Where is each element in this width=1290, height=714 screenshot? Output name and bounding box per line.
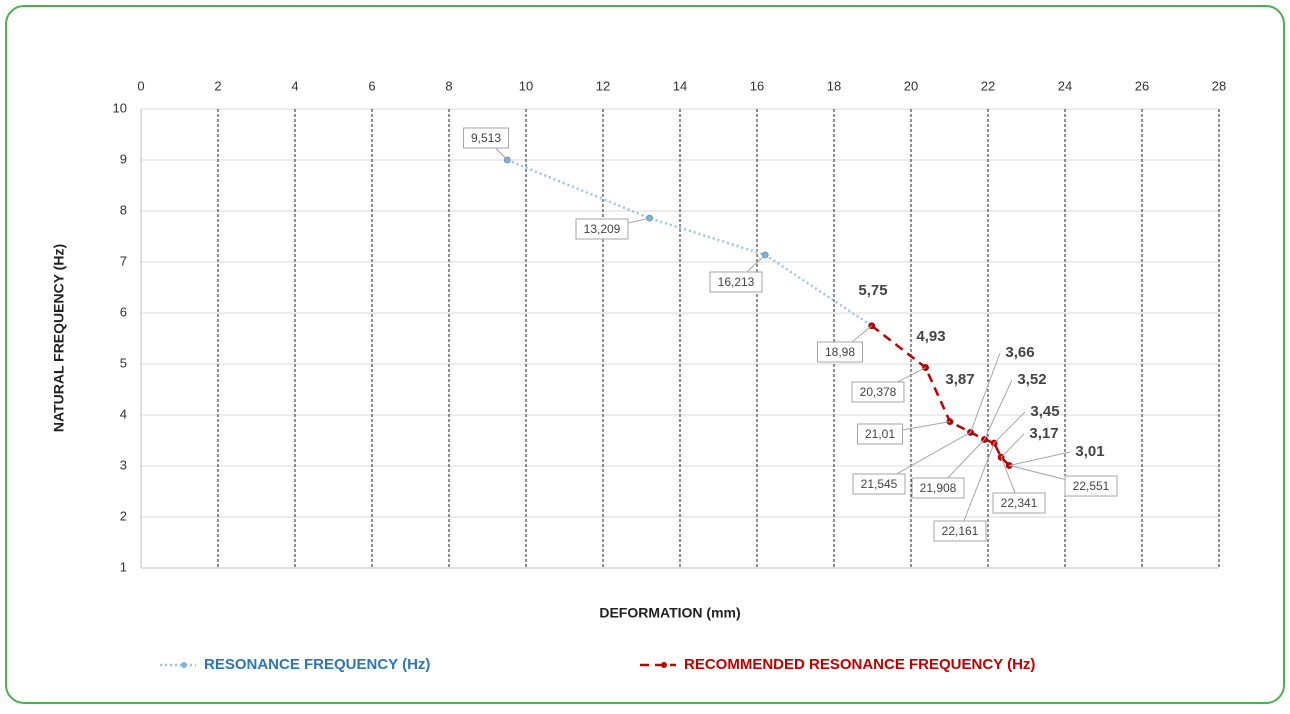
legend-marker	[661, 662, 667, 668]
label-box	[463, 127, 509, 149]
frame	[5, 5, 1285, 704]
x-data-label: 18,98	[825, 345, 855, 359]
label-box	[857, 423, 903, 445]
x-data-label: 22,341	[1001, 496, 1038, 510]
leader-line	[1009, 451, 1071, 466]
legend-marker	[181, 662, 187, 668]
x-tick-label: 6	[368, 78, 375, 93]
leader-line	[993, 411, 1026, 444]
y-tick-label: 9	[120, 151, 127, 166]
x-data-label: 21,01	[865, 427, 895, 441]
x-tick-label: 2	[214, 78, 221, 93]
x-data-label: 16,213	[718, 275, 755, 289]
data-label: 3,52	[1017, 371, 1046, 388]
legend-label: RECOMMENDED RESONANCE FREQUENCY (Hz)	[684, 656, 1035, 673]
y-tick-label: 6	[120, 304, 127, 319]
x-tick-label: 14	[673, 78, 687, 93]
leader-line	[984, 379, 1013, 440]
x-data-label: 21,545	[861, 477, 898, 491]
x-data-label: 22,551	[1073, 479, 1110, 493]
data-label: 3,01	[1075, 443, 1104, 460]
x-tick-label: 0	[137, 78, 144, 93]
data-label: 3,87	[945, 371, 974, 388]
x-data-label: 13,209	[584, 222, 621, 236]
label-box	[852, 473, 906, 495]
y-tick-label: 4	[120, 406, 127, 421]
x-tick-label: 12	[596, 78, 610, 93]
y-tick-label: 5	[120, 355, 127, 370]
label-box	[992, 492, 1046, 514]
data-label: 3,66	[1005, 344, 1034, 361]
x-tick-label: 26	[1135, 78, 1149, 93]
label-box	[709, 271, 763, 293]
y-tick-label: 2	[120, 508, 127, 523]
series-line	[870, 324, 1011, 467]
x-tick-label: 4	[291, 78, 298, 93]
y-axis-title: NATURAL FREQUENCY (Hz)	[51, 244, 67, 432]
x-tick-label: 24	[1058, 78, 1072, 93]
x-tick-label: 28	[1212, 78, 1226, 93]
data-label: 3,45	[1030, 403, 1059, 420]
y-tick-label: 8	[120, 202, 127, 217]
label-box	[575, 218, 629, 240]
x-tick-label: 20	[904, 78, 918, 93]
x-data-label: 20,378	[860, 385, 897, 399]
x-tick-label: 8	[445, 78, 452, 93]
label-box	[911, 477, 965, 499]
x-tick-label: 18	[827, 78, 841, 93]
series-line	[506, 158, 873, 327]
y-tick-label: 7	[120, 253, 127, 268]
x-axis-title: DEFORMATION (mm)	[599, 605, 740, 621]
x-data-label: 9,513	[471, 131, 501, 145]
y-tick-label: 3	[120, 457, 127, 472]
x-tick-label: 10	[519, 78, 533, 93]
x-data-label: 21,908	[920, 481, 957, 495]
data-label: 4,93	[916, 328, 945, 345]
x-tick-label: 16	[750, 78, 764, 93]
data-label: 3,17	[1029, 425, 1058, 442]
label-box	[851, 381, 905, 403]
x-data-label: 22,161	[942, 524, 979, 538]
leader-line	[1000, 433, 1025, 458]
leader-line	[970, 352, 1001, 433]
legend-label: RESONANCE FREQUENCY (Hz)	[204, 656, 430, 673]
label-box	[1064, 475, 1118, 497]
y-tick-label: 10	[113, 100, 127, 115]
label-box	[933, 520, 987, 542]
y-tick-label: 1	[120, 559, 127, 574]
leader-line	[959, 442, 995, 532]
data-label: 5,75	[858, 282, 887, 299]
label-box	[817, 341, 863, 363]
x-tick-label: 22	[981, 78, 995, 93]
